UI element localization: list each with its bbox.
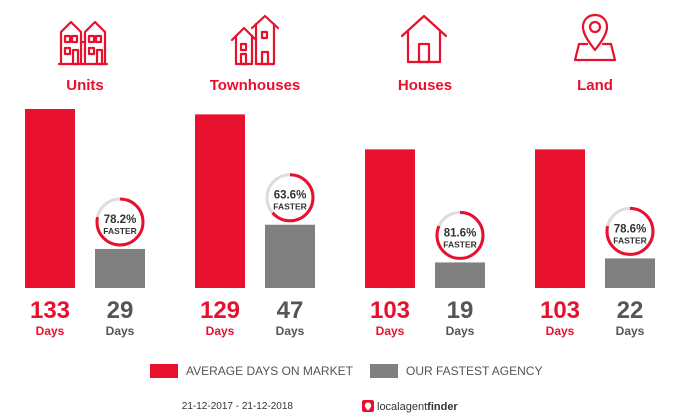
value-fastest-units: 29	[107, 297, 134, 324]
date-range: 21-12-2017 - 21-12-2018	[182, 401, 294, 412]
percent-faster-houses: 81.6%	[444, 227, 477, 239]
map-pin-icon	[573, 13, 617, 62]
value-fastest-houses: 19	[447, 297, 474, 324]
value-average-houses: 103	[370, 297, 410, 324]
category-label-land: Land	[577, 77, 613, 94]
logo-text: localagentfinder	[377, 401, 458, 413]
value-average-units: 133	[30, 297, 70, 324]
category-label-units: Units	[66, 77, 104, 94]
category-label-townhouses: Townhouses	[210, 77, 301, 94]
ring-progress-townhouses	[265, 173, 315, 223]
legend-swatch-average	[150, 364, 178, 378]
logo-mark	[364, 402, 372, 411]
bar-average-land	[535, 149, 585, 288]
faster-label-units: FASTER	[103, 226, 137, 236]
days-label-fastest-townhouses: Days	[276, 324, 305, 338]
bar-fastest-units	[95, 248, 145, 288]
legend-label-fastest: OUR FASTEST AGENCY	[406, 364, 542, 378]
ring-progress-land	[605, 206, 655, 256]
faster-label-houses: FASTER	[443, 239, 477, 249]
value-average-townhouses: 129	[200, 297, 240, 324]
townhouse-icon	[230, 14, 280, 66]
bar-average-houses	[365, 149, 415, 288]
bar-fastest-townhouses	[265, 224, 315, 288]
category-label-houses: Houses	[398, 77, 452, 94]
days-label-average-units: Days	[36, 324, 65, 338]
value-average-land: 103	[540, 297, 580, 324]
days-label-fastest-land: Days	[616, 324, 645, 338]
value-fastest-townhouses: 47	[277, 297, 304, 324]
value-fastest-land: 22	[617, 297, 644, 324]
ring-progress-houses	[435, 210, 485, 260]
house-icon	[400, 14, 448, 64]
logo-text-right: finder	[427, 401, 458, 413]
days-label-average-land: Days	[546, 324, 575, 338]
ring-progress-units	[95, 197, 145, 247]
bar-average-townhouses	[195, 114, 245, 289]
logo-text-left: localagent	[377, 401, 427, 413]
faster-label-townhouses: FASTER	[273, 202, 307, 212]
percent-faster-units: 78.2%	[104, 214, 137, 226]
apartment-building-icon	[57, 20, 109, 66]
legend-label-average: AVERAGE DAYS ON MARKET	[186, 364, 354, 378]
bar-average-units	[25, 109, 75, 288]
percent-faster-land: 78.6%	[614, 223, 647, 235]
bar-fastest-land	[605, 258, 655, 288]
bar-fastest-houses	[435, 262, 485, 288]
days-label-average-houses: Days	[376, 324, 405, 338]
faster-label-land: FASTER	[613, 235, 647, 245]
days-label-average-townhouses: Days	[206, 324, 235, 338]
legend-swatch-fastest	[370, 364, 398, 378]
localagentfinder-logo: localagentfinder	[362, 400, 458, 413]
percent-faster-townhouses: 63.6%	[274, 190, 307, 202]
days-label-fastest-houses: Days	[446, 324, 475, 338]
days-label-fastest-units: Days	[106, 324, 135, 338]
